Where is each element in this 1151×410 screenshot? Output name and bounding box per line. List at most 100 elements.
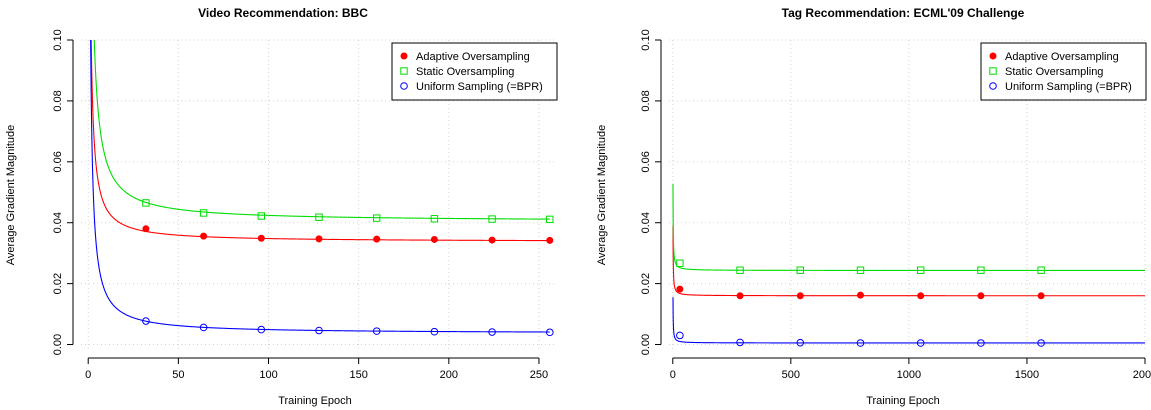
data-point xyxy=(315,235,323,243)
data-point xyxy=(736,292,744,300)
data-point xyxy=(142,199,150,207)
legend-label: Uniform Sampling (=BPR) xyxy=(416,81,543,93)
series-line xyxy=(672,183,1145,272)
data-point xyxy=(257,325,266,334)
x-axis-label: Training Epoch xyxy=(866,395,940,407)
series-3 xyxy=(90,40,554,337)
data-point xyxy=(257,212,266,220)
data-point xyxy=(430,327,439,336)
legend-marker xyxy=(989,82,997,90)
series-line xyxy=(93,40,550,220)
data-point xyxy=(977,292,985,300)
legend-box xyxy=(980,42,1147,101)
chart-panel-1: Video Recommendation: BBC 0 50 100 150 200 250… xyxy=(5,6,558,407)
chart-title: Tag Recommendation: ECML'09 Challenge xyxy=(782,6,1025,20)
y-axis-label: Average Gradient Magnitude xyxy=(5,125,17,265)
series-line xyxy=(672,297,1145,344)
y-tick-label: 0.06 xyxy=(640,151,652,172)
data-point xyxy=(546,236,554,244)
data-point xyxy=(373,235,381,243)
data-point xyxy=(315,213,323,221)
data-point xyxy=(315,326,323,335)
series-line xyxy=(672,225,1145,297)
data-point xyxy=(372,214,381,222)
data-point xyxy=(1037,339,1045,347)
legend-label: Static Oversampling xyxy=(416,66,514,78)
data-point xyxy=(1037,292,1045,300)
data-point xyxy=(200,232,208,240)
x-tick-label: 200 xyxy=(440,369,458,381)
data-point xyxy=(257,234,265,242)
x-axis-label: Training Epoch xyxy=(278,395,352,407)
data-point xyxy=(676,285,684,293)
data-point xyxy=(1037,266,1045,274)
data-point xyxy=(676,331,684,340)
series-2 xyxy=(93,40,554,224)
series-line xyxy=(90,40,550,242)
y-axis-label: Average Gradient Magnitude xyxy=(596,125,608,265)
data-point xyxy=(142,225,150,233)
data-point xyxy=(430,235,438,243)
x-tick-label: 1500 xyxy=(1015,369,1039,381)
x-tick-label: 1000 xyxy=(897,369,921,381)
data-point xyxy=(977,266,985,274)
data-point xyxy=(856,339,865,347)
y-tick-label: 0.02 xyxy=(640,273,652,294)
x-tick-label: 150 xyxy=(349,369,367,381)
chart-panel-2: Tag Recommendation: ECML'09 Challenge 0 50… xyxy=(596,6,1151,407)
y-tick-label: 0.08 xyxy=(640,90,652,111)
legend-label: Uniform Sampling (=BPR) xyxy=(1005,81,1132,93)
legend-marker xyxy=(400,82,408,90)
legend-label: Static Oversampling xyxy=(1005,66,1103,78)
data-point xyxy=(977,339,985,347)
data-point xyxy=(917,292,925,300)
legend-label: Adaptive Oversampling xyxy=(416,51,530,63)
data-point xyxy=(488,236,496,244)
legend-box xyxy=(391,42,558,101)
data-point xyxy=(199,323,208,332)
data-point xyxy=(488,328,496,336)
x-tick-label: 0 xyxy=(670,369,676,381)
data-point xyxy=(736,338,744,347)
x-tick-label: 0 xyxy=(85,369,91,381)
data-point xyxy=(796,292,804,300)
x-tick-label: 250 xyxy=(530,369,548,381)
series-1 xyxy=(90,40,554,244)
legend-label: Adaptive Oversampling xyxy=(1005,51,1119,63)
y-tick-label: 0.10 xyxy=(640,29,652,50)
series-line xyxy=(90,40,550,333)
data-point xyxy=(796,266,804,274)
chart-title: Video Recommendation: BBC xyxy=(198,6,368,20)
y-tick-label: 0.02 xyxy=(52,273,64,294)
data-point xyxy=(545,328,554,337)
data-point xyxy=(916,266,925,274)
data-point xyxy=(856,291,864,299)
data-point xyxy=(199,209,208,217)
y-tick-label: 0.00 xyxy=(52,334,64,355)
y-tick-label: 0.10 xyxy=(52,29,64,50)
legend-marker xyxy=(989,67,997,75)
legend-marker xyxy=(400,52,408,60)
series-1 xyxy=(672,225,1145,300)
y-tick-label: 0.00 xyxy=(640,334,652,355)
y-tick-label: 0.06 xyxy=(52,151,64,172)
y-tick-label: 0.04 xyxy=(640,212,652,233)
data-point xyxy=(142,317,150,325)
x-tick-label: 50 xyxy=(172,369,184,381)
data-point xyxy=(796,338,805,347)
data-point xyxy=(546,215,554,224)
y-tick-label: 0.04 xyxy=(52,212,64,233)
x-tick-label: 100 xyxy=(259,369,277,381)
data-point xyxy=(916,339,925,347)
legend: Adaptive Oversampling Static Oversampling… xyxy=(391,42,558,101)
data-point xyxy=(488,215,496,223)
y-tick-label: 0.08 xyxy=(52,90,64,111)
legend-marker xyxy=(989,52,997,60)
series-3 xyxy=(672,297,1145,347)
data-point xyxy=(372,327,381,335)
data-point xyxy=(676,259,684,267)
data-point xyxy=(736,266,744,274)
